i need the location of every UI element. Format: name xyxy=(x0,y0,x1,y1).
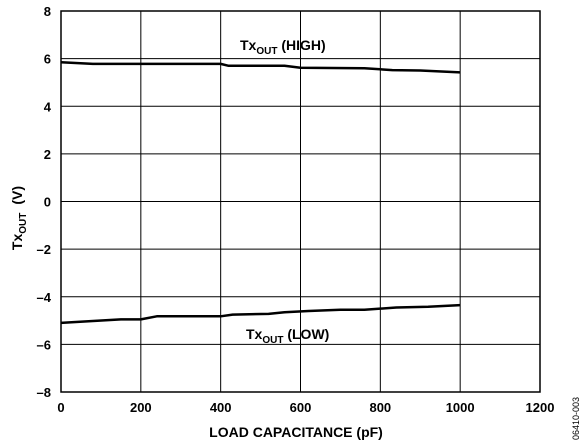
series-label-high: TxOUT (HIGH) xyxy=(240,37,326,57)
x-tick-label: 800 xyxy=(369,400,391,415)
series-line-high xyxy=(60,60,461,74)
y-axis-label: TxOUT(V) xyxy=(9,186,29,250)
x-tick-label: 200 xyxy=(130,400,152,415)
y-tick-label: 4 xyxy=(44,99,52,114)
x-tick-label: 400 xyxy=(210,400,232,415)
series-line-low xyxy=(60,303,461,325)
y-tick-label: 8 xyxy=(44,4,51,19)
y-tick-label: 6 xyxy=(44,52,51,67)
series-label-low: TxOUT (LOW) xyxy=(246,326,329,346)
y-tick-label: –6 xyxy=(37,337,51,352)
x-axis-ticks: 0 200 400 600 800 1000 1200 xyxy=(57,400,554,415)
y-tick-label: –2 xyxy=(37,242,51,257)
y-axis-ticks: 8 6 4 2 0 –2 –4 –6 –8 xyxy=(37,4,52,400)
y-tick-label: –8 xyxy=(37,385,51,400)
x-tick-label: 1200 xyxy=(526,400,555,415)
figure-id: 06410-003 xyxy=(571,397,581,440)
x-tick-label: 0 xyxy=(57,400,64,415)
x-axis-label: LOAD CAPACITANCE (pF) xyxy=(209,424,383,440)
y-tick-label: 0 xyxy=(44,195,51,210)
x-tick-label: 600 xyxy=(290,400,312,415)
plot-area-border xyxy=(60,10,541,393)
x-tick-label: 1000 xyxy=(446,400,475,415)
y-tick-label: –4 xyxy=(37,290,52,305)
series-lines xyxy=(60,60,461,325)
grid-lines xyxy=(60,10,541,393)
y-tick-label: 2 xyxy=(44,147,51,162)
